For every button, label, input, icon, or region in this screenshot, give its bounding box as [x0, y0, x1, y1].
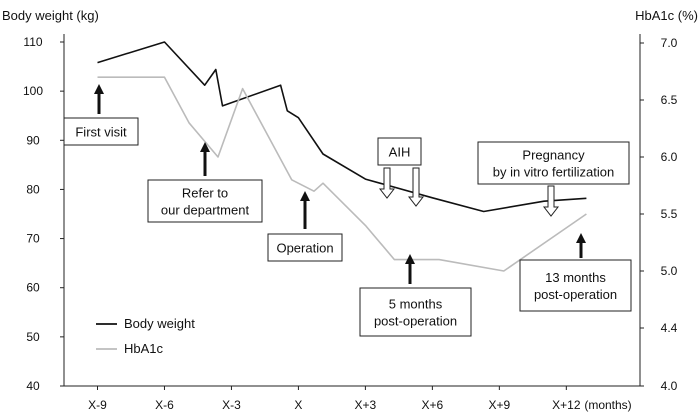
x-tick-label: X-3: [222, 398, 241, 412]
legend-label: HbA1c: [124, 341, 164, 356]
left-tick-label: 70: [26, 232, 40, 246]
annotation-line: 5 months: [389, 297, 443, 312]
annotation-line: Refer to: [182, 186, 228, 201]
annotation-line: Pregnancy: [522, 148, 585, 163]
left-tick-label: 50: [26, 330, 40, 344]
right-tick-label: 4.0: [661, 379, 678, 393]
arrow-aih-right: [407, 167, 425, 207]
left-axis-title: Body weight (kg): [2, 8, 99, 23]
annotation-box: [147, 179, 263, 223]
x-axis-unit-label: (months): [584, 398, 631, 412]
annotation-label: Pregnancy by in vitro fertilization: [493, 148, 614, 180]
annotation-label: Refer to our department: [161, 186, 250, 218]
arrow-first-visit-head: [94, 84, 104, 94]
x-tick-label: X+9: [489, 398, 511, 412]
arrow-operation-head: [300, 191, 310, 201]
left-tick-label: 110: [23, 35, 42, 49]
annotation-line: our department: [161, 203, 250, 218]
annotation-line: by in vitro fertilization: [493, 165, 614, 180]
arrow-aih-left: [378, 167, 396, 199]
x-tick-label: X+6: [422, 398, 444, 412]
left-tick-label: 100: [23, 84, 43, 98]
right-tick-label: 7.0: [661, 36, 678, 50]
annotation-box: [377, 137, 422, 166]
arrow-refer-head: [200, 142, 210, 152]
right-tick-label: 6.0: [661, 150, 678, 164]
annotation-label: AIH: [389, 145, 411, 160]
annotation-box: [519, 259, 632, 312]
x-tick-label: X-6: [155, 398, 174, 412]
arrow-13-months-head: [576, 233, 586, 243]
annotation-label: 13 months post-operation: [534, 270, 617, 302]
annotation-line: AIH: [389, 145, 411, 160]
left-tick-label: 40: [26, 379, 40, 393]
annotation-line: 13 months: [545, 270, 606, 285]
annotation-line: post-operation: [534, 287, 617, 302]
annotation-box: [267, 233, 343, 262]
left-tick-label: 90: [26, 133, 40, 147]
right-axis-title: HbA1c (%): [635, 8, 698, 23]
annotation-label: 5 months post-operation: [374, 297, 457, 329]
annotation-box: [63, 117, 139, 146]
legend-label: Body weight: [124, 316, 195, 331]
right-tick-label: 5.0: [661, 264, 678, 278]
annotation-label: Operation: [276, 241, 333, 256]
arrow-5-months-head: [405, 254, 415, 264]
left-tick-label: 60: [26, 281, 40, 295]
x-tick-label: X+12: [552, 398, 581, 412]
x-tick-label: X: [294, 398, 302, 412]
series-line-body-weight: [97, 41, 587, 213]
annotation-box: [359, 287, 472, 337]
annotation-label: First visit: [75, 125, 127, 140]
right-tick-label: 4.4: [661, 321, 678, 335]
annotation-box: [477, 141, 630, 185]
annotation-line: First visit: [75, 125, 127, 140]
series-line-hba1c: [97, 76, 587, 272]
annotation-line: Operation: [276, 241, 333, 256]
left-tick-label: 80: [26, 182, 40, 196]
right-tick-label: 6.5: [661, 93, 678, 107]
arrow-pregnancy: [542, 185, 560, 217]
annotation-line: post-operation: [374, 314, 457, 329]
x-tick-label: X+3: [355, 398, 377, 412]
x-tick-label: X-9: [88, 398, 107, 412]
right-tick-label: 5.5: [661, 207, 678, 221]
